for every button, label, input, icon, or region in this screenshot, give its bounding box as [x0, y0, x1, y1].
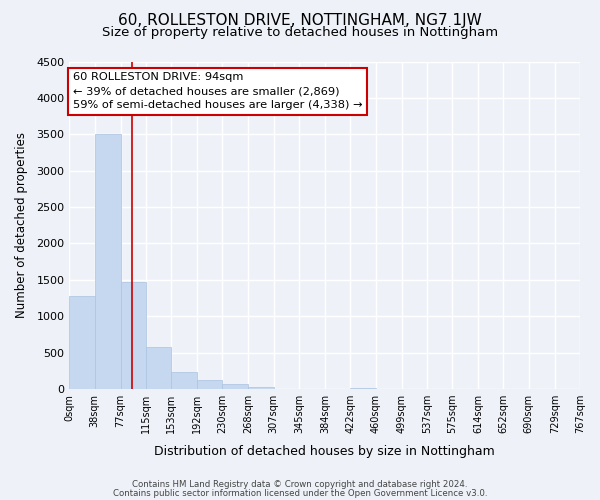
Text: Contains public sector information licensed under the Open Government Licence v3: Contains public sector information licen…: [113, 488, 487, 498]
X-axis label: Distribution of detached houses by size in Nottingham: Distribution of detached houses by size …: [154, 444, 495, 458]
Bar: [350, 388, 376, 389]
Bar: [223, 384, 248, 389]
Bar: [171, 372, 197, 389]
Bar: [70, 296, 95, 389]
Text: 60 ROLLESTON DRIVE: 94sqm
← 39% of detached houses are smaller (2,869)
59% of se: 60 ROLLESTON DRIVE: 94sqm ← 39% of detac…: [73, 72, 362, 110]
Bar: [95, 134, 121, 389]
Bar: [121, 282, 146, 389]
Text: 60, ROLLESTON DRIVE, NOTTINGHAM, NG7 1JW: 60, ROLLESTON DRIVE, NOTTINGHAM, NG7 1JW: [118, 12, 482, 28]
Y-axis label: Number of detached properties: Number of detached properties: [15, 132, 28, 318]
Bar: [248, 387, 274, 389]
Bar: [197, 380, 223, 389]
Bar: [146, 347, 171, 389]
Text: Contains HM Land Registry data © Crown copyright and database right 2024.: Contains HM Land Registry data © Crown c…: [132, 480, 468, 489]
Text: Size of property relative to detached houses in Nottingham: Size of property relative to detached ho…: [102, 26, 498, 39]
